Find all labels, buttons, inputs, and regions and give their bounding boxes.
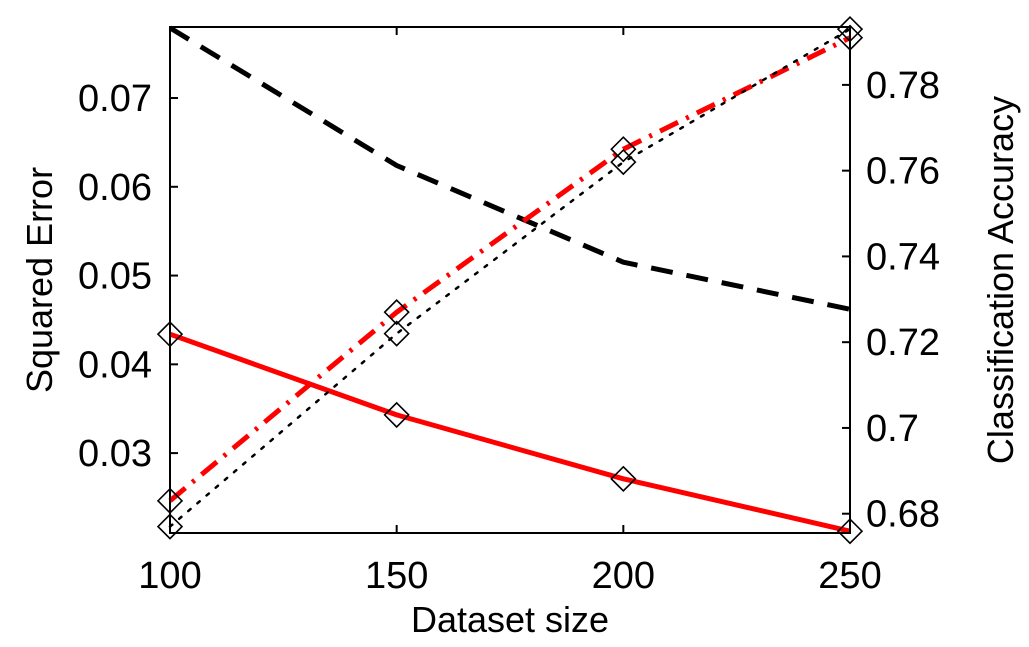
y-axis-right-title: Classification Accuracy bbox=[980, 96, 1021, 464]
diamond-marker bbox=[836, 518, 864, 545]
x-tick-label: 150 bbox=[365, 555, 428, 597]
y-left-tick-label: 0.03 bbox=[78, 433, 152, 475]
diamond-marker bbox=[610, 136, 637, 163]
x-tick-label: 250 bbox=[818, 555, 881, 597]
x-axis-title: Dataset size bbox=[411, 599, 609, 640]
diamond-marker bbox=[610, 148, 637, 176]
series-line-2 bbox=[168, 25, 851, 312]
tick-layer: 100 150 200 250 0.03 0.04 0.05 0.06 0.07 0.68 0.7 0… bbox=[78, 27, 940, 597]
y-right-tick-label: 0.68 bbox=[866, 494, 940, 536]
series-line-1 bbox=[169, 331, 851, 534]
y-left-tick-label: 0.05 bbox=[78, 256, 152, 298]
y-left-tick-label: 0.04 bbox=[78, 344, 152, 386]
y-right-tick-label: 0.78 bbox=[866, 65, 940, 107]
x-tick-label: 200 bbox=[592, 555, 655, 597]
diamond-marker bbox=[156, 513, 184, 540]
diamond-marker bbox=[383, 401, 410, 429]
series-line-3 bbox=[168, 35, 852, 503]
series-layer bbox=[168, 25, 852, 534]
y-left-tick-label: 0.07 bbox=[78, 78, 152, 120]
y-right-tick-label: 0.76 bbox=[866, 151, 940, 193]
y-right-tick-label: 0.74 bbox=[866, 236, 940, 278]
y-right-tick-label: 0.72 bbox=[866, 322, 940, 364]
y-left-tick-label: 0.06 bbox=[78, 167, 152, 209]
diamond-marker bbox=[383, 320, 410, 347]
marker-layer bbox=[156, 16, 864, 545]
diamond-marker bbox=[610, 465, 637, 492]
series-line-4 bbox=[168, 27, 852, 528]
diamond-marker bbox=[383, 299, 410, 326]
y-right-tick-label: 0.7 bbox=[866, 408, 919, 450]
x-tick-label: 100 bbox=[138, 555, 201, 597]
plot-frame bbox=[169, 26, 851, 534]
y-axis-left-title: Squared Error bbox=[19, 167, 60, 393]
